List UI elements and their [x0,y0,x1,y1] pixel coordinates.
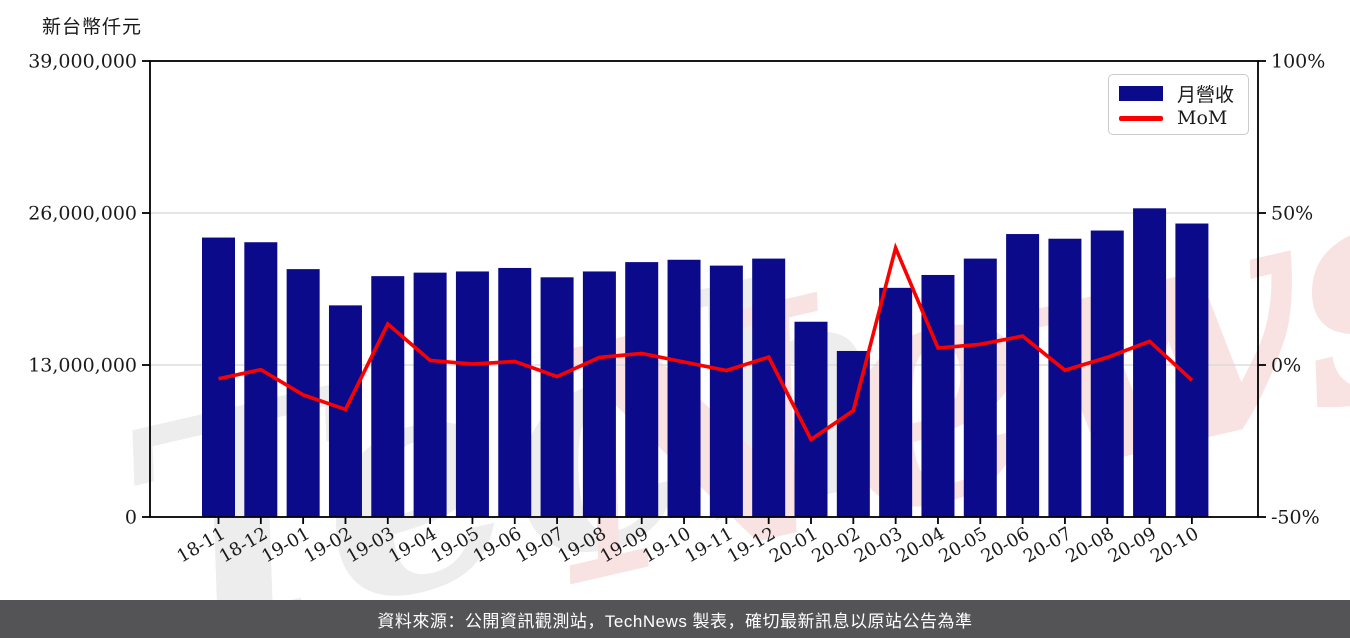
right-tick-label: 50% [1271,203,1313,225]
revenue-swatch-icon [1119,86,1163,101]
revenue-bar-20-07 [1048,238,1082,517]
revenue-bar-19-11 [709,265,743,517]
revenue-bar-19-07 [540,277,574,517]
mom-line [218,242,1194,443]
legend-mom-label: MoM [1177,107,1228,129]
chart-region: TechNews013,000,00026,000,00039,000,000-… [28,16,1350,601]
right-tick-label: -50% [1271,507,1320,529]
left-tick-label: 0 [125,507,137,529]
legend-revenue-label: 月營收 [1177,84,1235,106]
source-bar: 資料來源：公開資訊觀測站，TechNews 製表，確切最新訊息以原站公告為準 [0,600,1350,638]
legend: 月營收 MoM [1108,74,1249,135]
revenue-bar-19-06 [498,267,532,517]
source-text: 資料來源：公開資訊觀測站，TechNews 製表，確切最新訊息以原站公告為準 [377,611,973,631]
revenue-bar-20-02 [836,350,870,517]
plot-border [149,60,1259,518]
revenue-bar-20-09 [1133,208,1167,518]
x-tick-label-20-10: 20-10 [1147,523,1202,567]
revenue-bar-19-04 [413,272,447,517]
revenue-bar-19-12 [752,258,786,517]
revenue-bar-19-09 [625,262,659,517]
left-tick-label: 39,000,000 [28,51,137,73]
left-tick-label: 26,000,000 [28,203,137,225]
revenue-bar-19-03 [371,276,405,517]
revenue-bar-19-10 [667,259,701,517]
right-tick-label: 100% [1271,51,1325,73]
right-tick-label: 0% [1271,355,1301,377]
revenue-bar-20-06 [1006,234,1040,518]
revenue-mom-chart: TechNews013,000,00026,000,00039,000,000-… [28,51,1350,601]
revenue-bars [202,208,1209,518]
revenue-bar-20-05 [963,258,997,517]
left-tick-label: 13,000,000 [28,355,137,377]
right-axis: -50% 0% 50% 100% [1258,51,1325,529]
revenue-bar-20-04 [921,274,955,517]
left-axis-title: 新台幣仟元 [42,16,143,38]
revenue-bar-20-08 [1090,230,1124,518]
revenue-bar-20-03 [879,287,913,517]
legend-item-revenue: 月營收 [1119,80,1238,107]
left-axis: 0 13,000,000 26,000,000 39,000,000 [28,51,150,529]
revenue-bar-18-12 [244,242,278,517]
revenue-bar-19-08 [582,271,616,517]
legend-item-mom: MoM [1119,107,1238,129]
revenue-bar-19-05 [455,271,489,517]
mom-swatch-icon [1119,115,1163,121]
